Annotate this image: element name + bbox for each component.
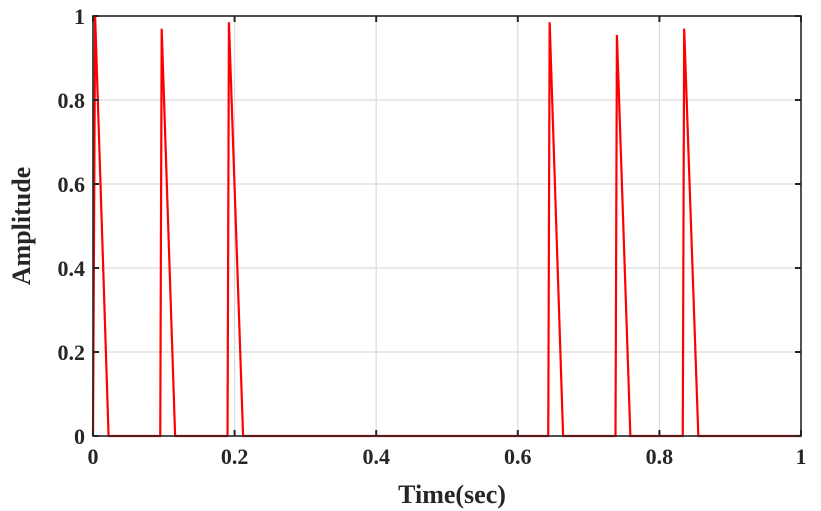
y-axis-title: Amplitude bbox=[7, 167, 36, 285]
data-layer bbox=[91, 15, 801, 438]
x-tick-label: 0.2 bbox=[221, 444, 249, 469]
x-tick-label: 0.6 bbox=[504, 444, 532, 469]
x-tick-label: 0.4 bbox=[362, 444, 390, 469]
y-tick-label: 0.6 bbox=[58, 172, 86, 197]
tick-layer: 0 0.2 0.4 0.6 0.8 1 0 0.2 0.4 0.6 0.8 1 bbox=[58, 4, 807, 469]
x-tick-label: 0 bbox=[88, 444, 99, 469]
y-tick-label: 0.2 bbox=[58, 340, 86, 365]
y-tick-label: 0.8 bbox=[58, 88, 86, 113]
series-line bbox=[91, 15, 801, 438]
y-tick-label: 0 bbox=[74, 424, 85, 449]
x-tick-label: 0.8 bbox=[646, 444, 674, 469]
plot-frame bbox=[92, 15, 802, 437]
y-tick-label: 0.4 bbox=[58, 256, 86, 281]
grid-layer bbox=[92, 15, 802, 437]
x-axis-title: Time(sec) bbox=[398, 480, 506, 509]
y-tick-label: 1 bbox=[74, 4, 85, 29]
x-tick-label: 1 bbox=[796, 444, 807, 469]
